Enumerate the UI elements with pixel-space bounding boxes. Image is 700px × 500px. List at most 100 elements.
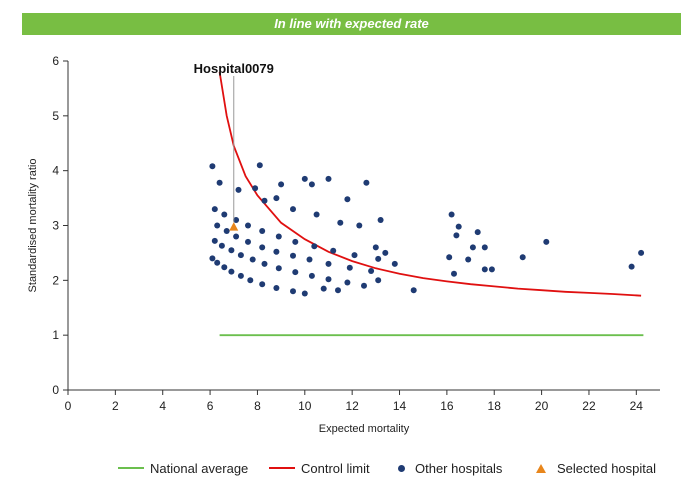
other-hospital-point — [391, 260, 398, 267]
chart-legend: National average Control limit Other hos… — [0, 458, 700, 478]
other-hospital-point — [214, 259, 221, 266]
other-hospital-point — [223, 228, 230, 234]
other-hospital-point — [273, 285, 280, 291]
y-tick-label: 6 — [52, 54, 59, 68]
triangle-icon — [536, 463, 546, 473]
other-hospital-point — [290, 206, 296, 213]
x-tick-label: 20 — [535, 399, 549, 413]
other-hospital-point — [330, 247, 337, 254]
x-tick-label: 14 — [393, 399, 407, 413]
other-hospital-point — [372, 244, 379, 251]
x-tick-label: 18 — [488, 399, 502, 413]
other-hospital-point — [233, 233, 240, 240]
other-hospital-point — [259, 228, 266, 234]
other-hospital-point — [363, 179, 370, 186]
other-hospital-point — [325, 260, 332, 267]
legend-label: Control limit — [301, 460, 370, 476]
other-hospital-point — [351, 252, 358, 259]
other-hospital-point — [448, 211, 455, 218]
other-hospital-point — [261, 260, 268, 267]
y-tick-label: 2 — [52, 273, 59, 287]
other-hospital-point — [451, 270, 457, 277]
other-hospital-point — [320, 285, 327, 292]
other-hospital-point — [237, 252, 244, 259]
selected-hospital-point — [229, 222, 239, 231]
other-hospital-point — [481, 266, 488, 273]
x-tick-label: 4 — [159, 399, 166, 413]
other-hospital-point — [211, 206, 218, 213]
other-hospital-point — [228, 247, 235, 254]
x-tick-label: 2 — [112, 399, 119, 413]
other-hospital-point — [344, 279, 351, 286]
other-hospital-point — [301, 290, 308, 297]
y-axis-title: Standardised mortality ratio — [27, 159, 39, 293]
other-hospital-point — [216, 179, 223, 186]
other-hospital-point — [247, 277, 254, 284]
other-hospital-point — [519, 254, 526, 261]
legend-label: Selected hospital — [557, 460, 657, 476]
y-tick-label: 0 — [52, 383, 59, 397]
other-hospital-point — [368, 268, 375, 274]
other-hospital-point — [209, 255, 216, 262]
other-hospital-point — [361, 282, 367, 289]
other-hospital-point — [335, 287, 341, 294]
legend-label: Other hospitals — [415, 460, 503, 476]
other-hospital-point — [214, 222, 221, 229]
other-hospital-point — [455, 223, 462, 230]
other-hospital-point — [325, 175, 332, 182]
legend-item-selected-hospital[interactable]: Selected hospital — [534, 458, 656, 478]
other-hospital-point — [218, 242, 225, 249]
other-hospital-point — [628, 263, 635, 270]
other-hospital-point — [325, 276, 332, 283]
legend-item-national-average[interactable]: National average — [118, 458, 248, 478]
other-hospital-point — [249, 256, 256, 263]
y-tick-label: 3 — [52, 219, 59, 233]
other-hospital-point — [273, 195, 280, 202]
other-hospital-point — [308, 181, 315, 188]
other-hospital-point — [292, 238, 299, 245]
other-hospital-point — [245, 222, 251, 229]
other-hospital-point — [259, 244, 266, 251]
other-hospital-point — [446, 254, 453, 261]
x-axis-title: Expected mortality — [319, 423, 410, 435]
other-hospital-point — [375, 255, 382, 262]
y-tick-label: 1 — [52, 328, 59, 342]
other-hospital-point — [301, 175, 308, 182]
legend-item-control-limit[interactable]: Control limit — [269, 458, 370, 478]
other-hospital-point — [275, 233, 282, 240]
other-hospital-point — [481, 244, 488, 251]
other-hospital-point — [313, 211, 320, 218]
other-hospital-point — [278, 181, 285, 188]
control-limit-line — [218, 71, 642, 297]
other-hospital-point — [261, 197, 268, 204]
legend-item-other-hospitals[interactable]: Other hospitals — [396, 458, 502, 478]
other-hospital-point — [465, 256, 472, 263]
dot-icon — [398, 464, 405, 472]
other-hospital-point — [306, 256, 313, 263]
other-hospital-point — [377, 217, 384, 223]
x-tick-label: 0 — [65, 399, 72, 413]
y-tick-label: 4 — [52, 164, 59, 178]
y-tick-label: 5 — [52, 109, 59, 123]
other-hospital-point — [375, 277, 382, 284]
other-hospital-point — [228, 268, 235, 275]
legend-label: National average — [150, 460, 249, 476]
other-hospital-point — [344, 196, 351, 203]
other-hospital-point — [245, 238, 251, 245]
other-hospital-point — [256, 162, 263, 169]
x-tick-label: 6 — [207, 399, 214, 413]
other-hospital-point — [252, 185, 259, 192]
other-hospital-point — [235, 186, 242, 193]
other-hospital-point — [308, 272, 315, 279]
other-hospital-point — [346, 264, 353, 271]
other-hospital-point — [221, 264, 228, 271]
x-tick-label: 16 — [440, 399, 454, 413]
other-hospital-point — [311, 243, 318, 250]
other-hospital-point — [290, 252, 296, 259]
x-tick-label: 24 — [630, 399, 644, 413]
other-hospital-point — [275, 265, 282, 272]
other-hospital-point — [233, 217, 240, 223]
other-hospital-point — [410, 287, 417, 294]
other-hospital-point — [209, 163, 216, 170]
other-hospital-point — [259, 281, 266, 288]
